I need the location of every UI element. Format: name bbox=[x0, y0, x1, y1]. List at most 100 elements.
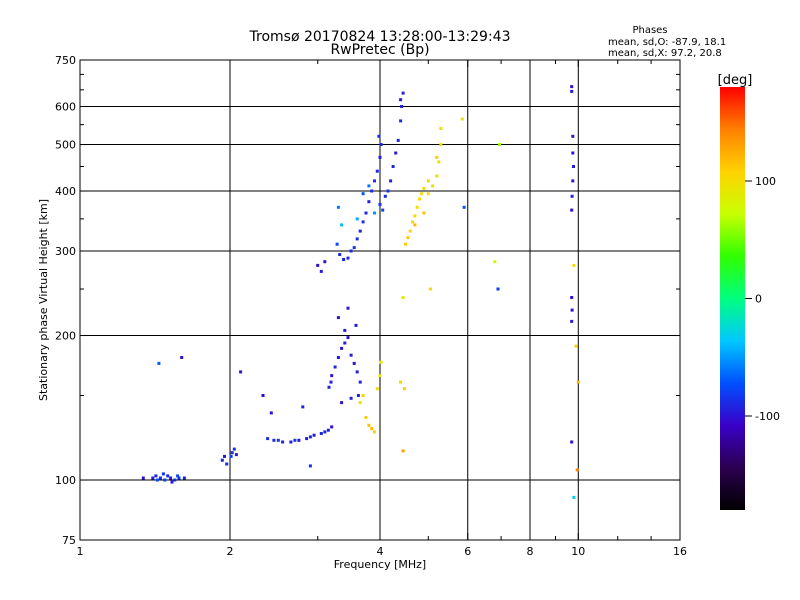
data-point bbox=[308, 435, 312, 439]
data-point bbox=[176, 474, 180, 478]
colorbar bbox=[720, 87, 745, 510]
data-point bbox=[575, 468, 579, 472]
data-point bbox=[333, 365, 337, 369]
data-point bbox=[338, 253, 342, 256]
data-point bbox=[308, 464, 312, 468]
data-point bbox=[420, 192, 424, 196]
data-point bbox=[330, 374, 334, 378]
data-point bbox=[297, 438, 301, 442]
data-point bbox=[225, 462, 229, 466]
data-point bbox=[373, 211, 376, 215]
data-point bbox=[169, 476, 173, 480]
colorbar-tick-label: 100 bbox=[755, 175, 776, 188]
data-point bbox=[343, 341, 347, 345]
data-point bbox=[163, 478, 167, 482]
data-point bbox=[323, 260, 327, 264]
x-tick-label: 10 bbox=[571, 545, 585, 558]
data-point bbox=[413, 223, 417, 227]
colorbar-label: [deg] bbox=[718, 73, 753, 88]
data-point bbox=[572, 495, 576, 499]
data-point bbox=[418, 197, 421, 201]
data-point bbox=[312, 433, 316, 437]
phase-stats-x: mean, sd,X: 97.2, 20.8 bbox=[608, 48, 722, 59]
data-point bbox=[571, 134, 575, 138]
data-point bbox=[375, 387, 379, 391]
data-point bbox=[180, 356, 184, 359]
phase-stats-header: Phases bbox=[632, 25, 667, 36]
data-point bbox=[408, 229, 412, 233]
data-point bbox=[355, 217, 359, 221]
data-point bbox=[289, 440, 293, 444]
data-point bbox=[378, 374, 382, 378]
data-point bbox=[570, 319, 574, 323]
y-tick-label: 300 bbox=[55, 245, 76, 258]
data-point bbox=[276, 438, 280, 442]
data-point bbox=[293, 438, 297, 442]
data-point bbox=[373, 179, 376, 183]
data-point bbox=[370, 189, 374, 193]
data-point bbox=[373, 430, 376, 434]
data-point bbox=[571, 151, 575, 155]
data-point bbox=[399, 380, 403, 384]
data-point bbox=[154, 474, 158, 478]
data-point bbox=[330, 425, 334, 429]
data-point bbox=[340, 223, 344, 227]
y-tick-label: 75 bbox=[62, 534, 76, 547]
data-point bbox=[355, 370, 359, 374]
y-tick-label: 500 bbox=[55, 139, 76, 152]
y-tick-label: 100 bbox=[55, 474, 76, 487]
x-tick-label: 8 bbox=[527, 545, 534, 558]
colorbar-ticks: -100 0 100 bbox=[745, 175, 780, 423]
data-point bbox=[496, 287, 500, 291]
data-point bbox=[336, 316, 340, 320]
y-tick-label: 400 bbox=[55, 185, 76, 198]
data-point bbox=[323, 430, 327, 434]
y-tick-label: 750 bbox=[55, 54, 76, 67]
data-point bbox=[182, 476, 186, 480]
data-point bbox=[399, 119, 403, 123]
data-point bbox=[435, 155, 439, 159]
data-point bbox=[343, 328, 347, 332]
data-point bbox=[349, 353, 353, 357]
data-point bbox=[367, 423, 371, 427]
data-point bbox=[396, 138, 400, 142]
data-point bbox=[403, 387, 406, 391]
data-point bbox=[400, 105, 404, 108]
data-point bbox=[401, 296, 405, 299]
data-point bbox=[151, 476, 155, 480]
data-point bbox=[426, 192, 430, 196]
data-point bbox=[431, 184, 435, 188]
data-point bbox=[415, 205, 419, 209]
data-point bbox=[161, 472, 165, 476]
x-axis: 1 2 4 6 8 10 16 bbox=[77, 60, 687, 558]
data-point bbox=[340, 346, 344, 350]
data-point bbox=[375, 169, 379, 173]
data-point bbox=[437, 160, 441, 164]
data-point bbox=[361, 220, 365, 224]
data-point bbox=[401, 449, 405, 453]
data-point bbox=[493, 260, 497, 264]
data-point bbox=[220, 458, 224, 462]
data-point bbox=[305, 437, 309, 441]
x-tick-label: 16 bbox=[673, 545, 687, 558]
data-point bbox=[364, 211, 368, 215]
data-point bbox=[177, 476, 181, 480]
colorbar-tick-label: -100 bbox=[755, 410, 780, 423]
data-points bbox=[141, 85, 580, 499]
data-point bbox=[379, 143, 383, 146]
data-point bbox=[439, 127, 443, 130]
data-point bbox=[411, 220, 415, 224]
data-point bbox=[570, 440, 574, 444]
data-point bbox=[460, 117, 464, 121]
data-point bbox=[301, 405, 305, 409]
data-point bbox=[381, 208, 385, 212]
data-point bbox=[570, 296, 574, 299]
data-point bbox=[170, 480, 174, 484]
data-point bbox=[378, 155, 382, 159]
data-point bbox=[155, 478, 159, 482]
data-point bbox=[358, 229, 362, 233]
data-point bbox=[354, 323, 358, 327]
data-point bbox=[335, 242, 339, 246]
x-tick-label: 1 bbox=[77, 545, 84, 558]
